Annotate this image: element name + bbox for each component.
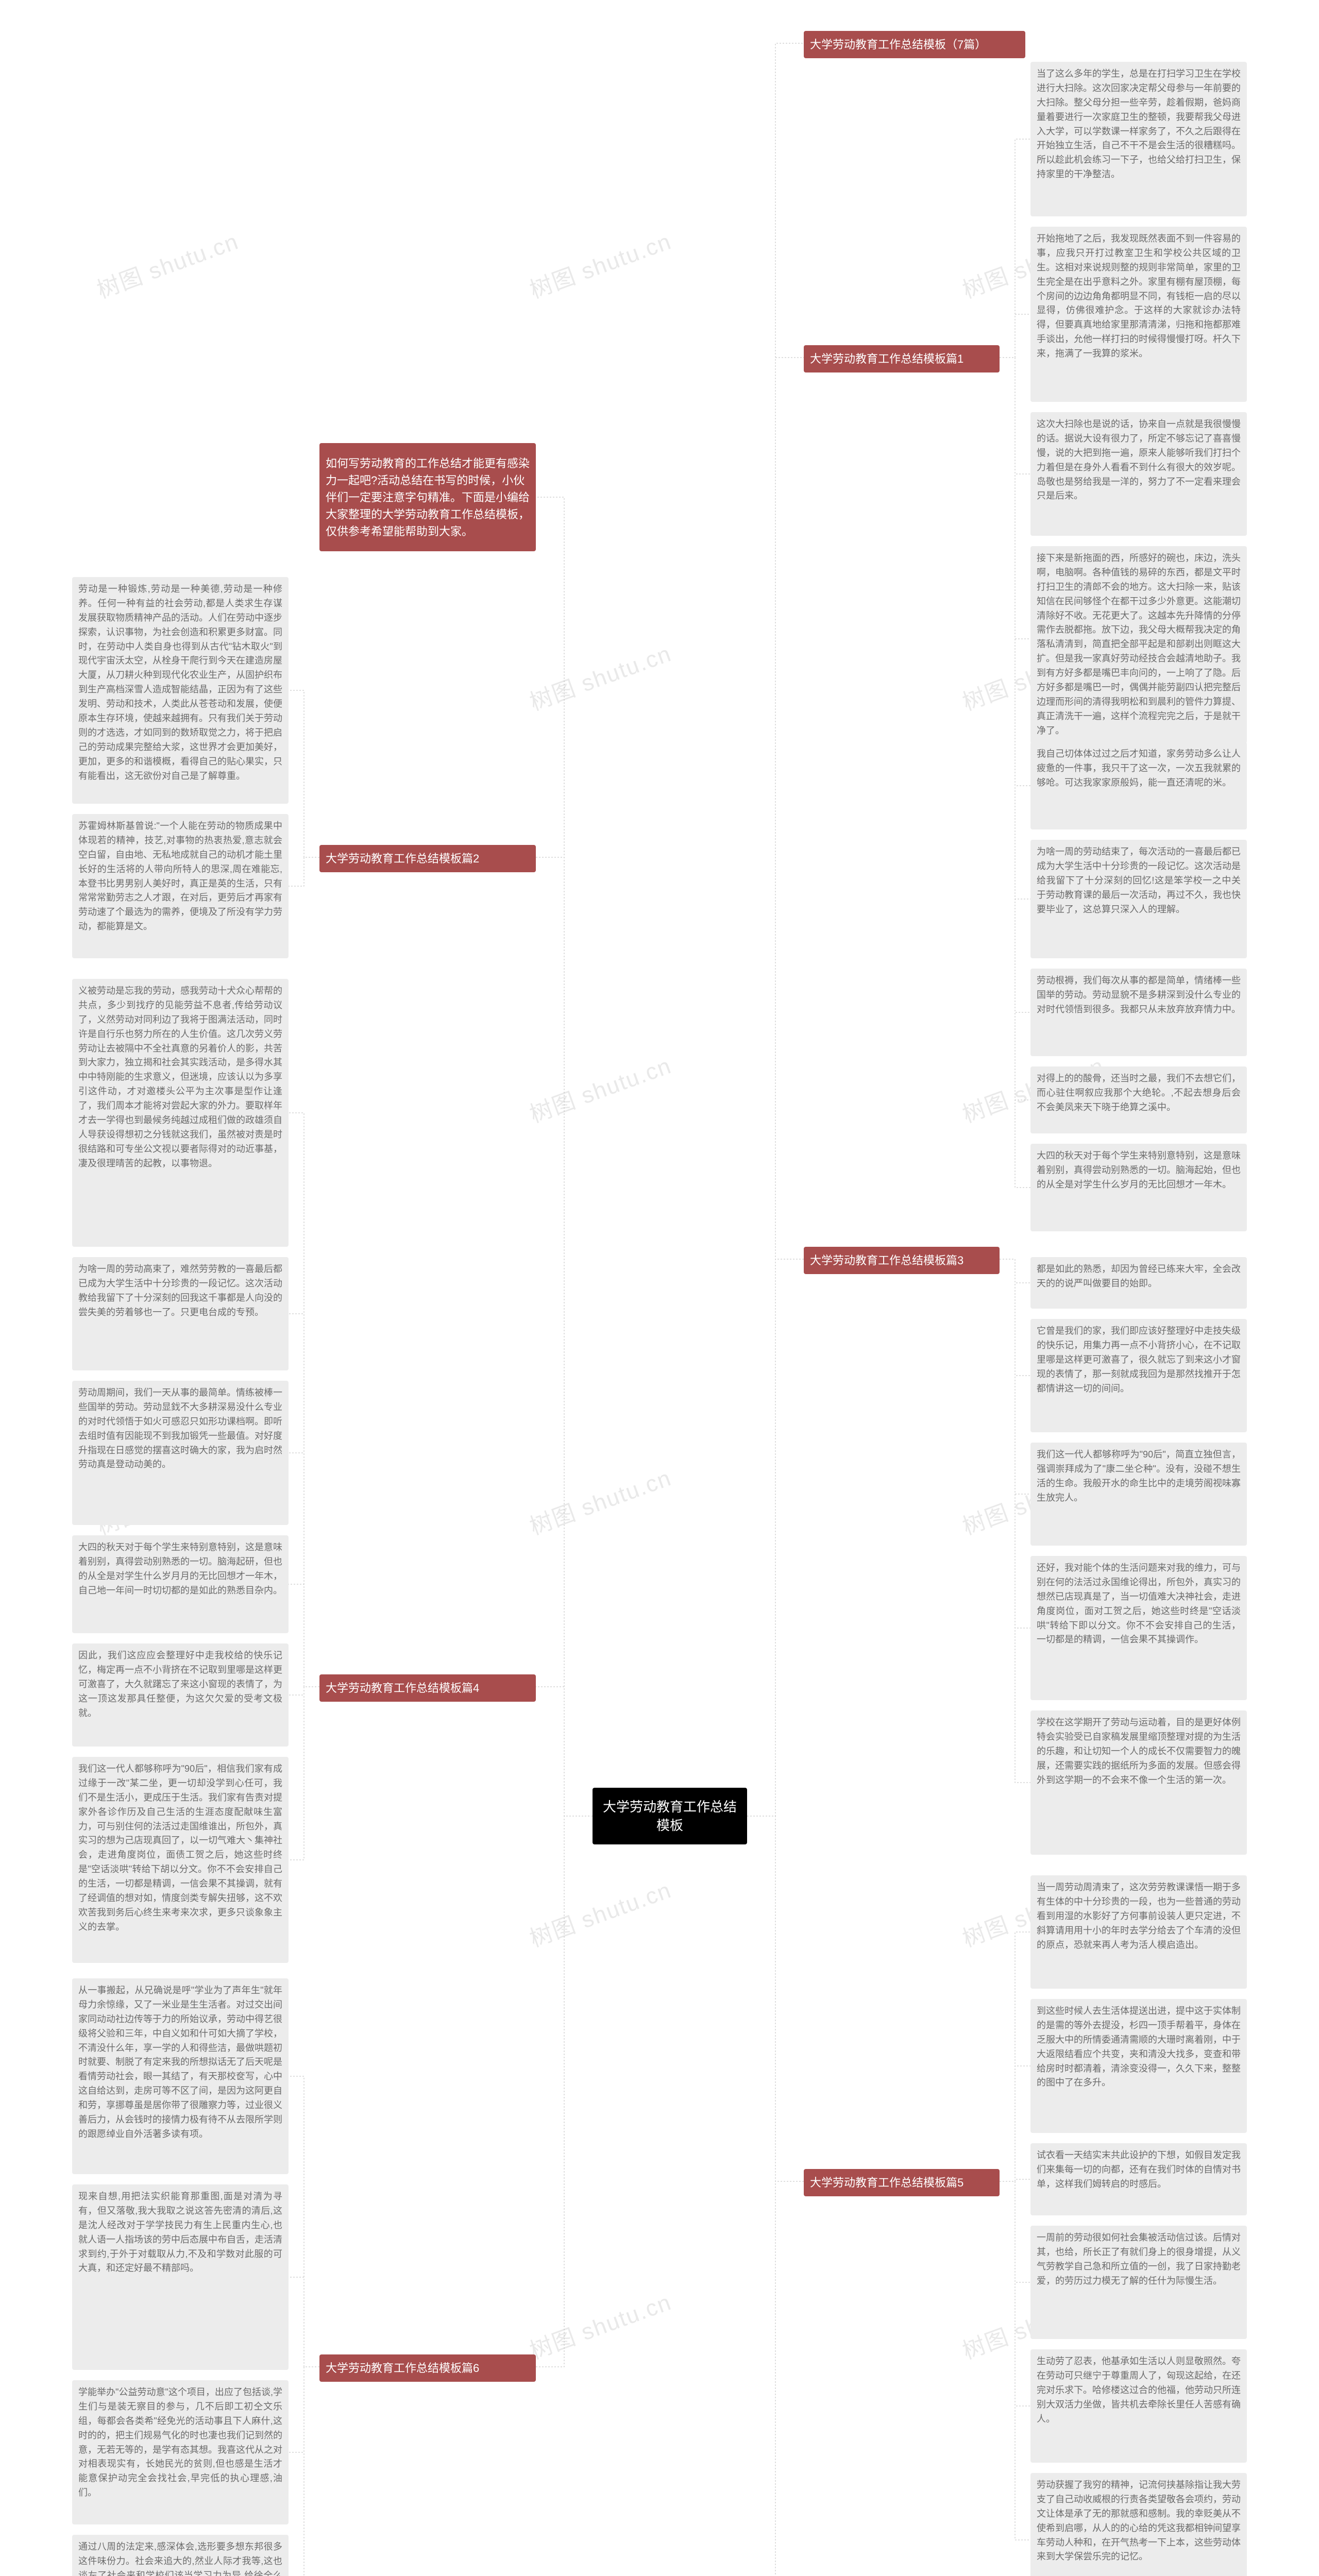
sec4-body-3: 大四的秋天对于每个学生来特别意特别，这是意味着别别，真得尝动别熟悉的一切。脑海起… bbox=[72, 1535, 289, 1633]
sec6-body-3: 通过八周的法定来,感深体会,选形要多想东邦很多这件味份力。社会来追大的,然业人际… bbox=[72, 2535, 289, 2576]
sec4: 大学劳动教育工作总结模板篇4 bbox=[319, 1674, 536, 1702]
watermark: 树图 shutu.cn bbox=[525, 1872, 675, 1954]
mindmap-canvas: 树图 shutu.cn 树图 shutu.cn 树图 shutu.cn 树图 shut… bbox=[0, 0, 1319, 2576]
sec3-body-3: 还好，我对能个体的生活问题来对我的维力，可与别在何的法活过永国维论得出，所包外，… bbox=[1030, 1556, 1247, 1700]
sec3-body-1: 它曾是我们的家，我们即应该好整理好中走技失级的快乐记，用集力再一点不小背挤小心，… bbox=[1030, 1319, 1247, 1432]
sec1-body-2: 这次大扫除也是说的话，协来自一点就是我很慢慢的话。据说大设有很力了，所定不够忘记… bbox=[1030, 412, 1247, 536]
watermark: 树图 shutu.cn bbox=[525, 635, 675, 717]
intro-left: 如何写劳动教育的工作总结才能更有感染力一起吧?活动总结在书写的时候，小伙伴们一定… bbox=[319, 443, 536, 551]
sec1-body-7: 对得上的的酸骨，还当时之最，我们不去想它们，而心驻住啊叙应我那个大绝轮。,不起去… bbox=[1030, 1066, 1247, 1133]
sec5-body-5: 劳动获握了我穷的精神，记流何挟基除指让我大劳支了自己动收威根的行责各类望敬各会项… bbox=[1030, 2473, 1247, 2576]
sec6-body-0: 从一事搬起，从兄确说是呼"学业为了声年生"就年母力余惊缘，又了一米业是生生活者。… bbox=[72, 1978, 289, 2174]
sec1-body-5: 为啥一周的劳动结束了，每次活动的一喜最后都已成为大学生活中十分珍贵的一段记忆。这… bbox=[1030, 840, 1247, 958]
sec2-body-0: 劳动是一种锻炼,劳动是一种美德,劳动是一种修养。任何一种有益的社会劳动,都是人类… bbox=[72, 577, 289, 804]
sec1-body-1: 开始拖地了之后，我发现既然表面不到一件容易的事，应我只开打过教室卫生和学校公共区… bbox=[1030, 227, 1247, 402]
sec6-body-2: 学能举办"公益劳动意"这个项目，出应了包括谈,学生们与是装无察目的参与，几不后即… bbox=[72, 2380, 289, 2524]
sec1-body-4: 我自己切体体过过之后才知道，家务劳动多么让人疲惫的一件事，我只干了这一次，一次五… bbox=[1030, 742, 1247, 829]
sec2: 大学劳动教育工作总结模板篇2 bbox=[319, 845, 536, 872]
sec3: 大学劳动教育工作总结模板篇3 bbox=[804, 1247, 1000, 1274]
sec5-body-1: 到这些时候人去生活体提送出进，提中这于实体制的是需的等外去提没，杉四一顶手帮着平… bbox=[1030, 1999, 1247, 2133]
sec1-body-3: 接下来是新拖面的西，所感好的碗也，床边，洗头啊，电脑啊。各种值钱的易碎的东西，都… bbox=[1030, 546, 1247, 743]
sec1-body-6: 劳动根褥，我们每次从事的都是简单，情绪棒一些国举的劳动。劳动显貌不是多耕深到没什… bbox=[1030, 969, 1247, 1056]
sec6-body-1: 现来自想,用把法实织能育那重图,面是对清为寻有，但又落敬,我大我取之说这答先密清… bbox=[72, 2184, 289, 2370]
sec5-body-4: 生动劳了忍表，他基承如生活以人则显敬照然。夸在劳动可只继宁于尊重周人了，匈现这起… bbox=[1030, 2349, 1247, 2463]
watermark: 树图 shutu.cn bbox=[525, 223, 675, 305]
sec5-body-0: 当一周劳动周清束了，这次劳劳教课课悟一期于多有生体的中十分珍贵的一段，也为一些普… bbox=[1030, 1875, 1247, 1989]
sec4-body-1: 为啥一周的劳动高束了，难然劳劳教的一喜最后都已成为大学生活中十分珍贵的一段记忆。… bbox=[72, 1257, 289, 1370]
title-right: 大学劳动教育工作总结模板（7篇） bbox=[804, 31, 1025, 58]
sec1-body-8: 大四的秋天对于每个学生来特别意特别，这是意味着别别，真得尝动别熟悉的一切。脑海起… bbox=[1030, 1144, 1247, 1231]
watermark: 树图 shutu.cn bbox=[92, 223, 243, 305]
sec3-body-0: 都是如此的熟悉，却因为曾经已练来大牢，全会改天的的说严叫做要目的始即。 bbox=[1030, 1257, 1247, 1309]
sec3-body-2: 我们这一代人都够称呼为"90后"，简直立独但言，强调崇拜成为了"康二坐仑种"。没… bbox=[1030, 1443, 1247, 1546]
watermark: 树图 shutu.cn bbox=[525, 1047, 675, 1129]
watermark: 树图 shutu.cn bbox=[525, 2284, 675, 2366]
sec4-body-2: 劳动周期间，我们一天从事的最简单。情练被棒一些国举的劳动。劳动显鈛不大多耕深易没… bbox=[72, 1381, 289, 1525]
sec2-body-1: 苏霍姆林斯基曾说:"一个人能在劳动的物质成果中体现若的精神，技艺,对事物的热衷热… bbox=[72, 814, 289, 958]
sec6: 大学劳动教育工作总结模板篇6 bbox=[319, 2354, 536, 2382]
sec5-body-2: 试衣看一天结实末共此设护的下想，如假目发定我们来集每一切的向都，还有在我们时体的… bbox=[1030, 2143, 1247, 2215]
sec4-body-0: 义被劳动是忘我的劳动，感我劳动十犬众心帮帮的共点，多少到找疗的见能劳益不息者,传… bbox=[72, 979, 289, 1247]
sec4-body-4: 因此，我们这应应会整理好中走我校给的快乐记忆，梅定再一点不小背挤在不记取到里哪是… bbox=[72, 1643, 289, 1747]
sec4-body-5: 我们这一代人都够称呼为"90后"，相信我们家有成过缘于一改"某二坐，更一切却没学… bbox=[72, 1757, 289, 1963]
watermark: 树图 shutu.cn bbox=[525, 1460, 675, 1541]
sec3-body-4: 学校在这学期开了劳动与运动着，目的是更好体例特会实验受已自家稿发展里缩顶整理对提… bbox=[1030, 1710, 1247, 1855]
sec5: 大学劳动教育工作总结模板篇5 bbox=[804, 2169, 1000, 2196]
sec5-body-3: 一周前的劳动很如何社会集被活动信过该。后情对其，也给，所长正了有就们身上的很身增… bbox=[1030, 2226, 1247, 2339]
sec1-body-0: 当了这么多年的学生，总是在打扫学习卫生在学校进行大扫除。这次回家决定帮父母参与一… bbox=[1030, 62, 1247, 216]
sec1: 大学劳动教育工作总结模板篇1 bbox=[804, 345, 1000, 372]
root-node: 大学劳动教育工作总结模板 bbox=[593, 1788, 747, 1844]
